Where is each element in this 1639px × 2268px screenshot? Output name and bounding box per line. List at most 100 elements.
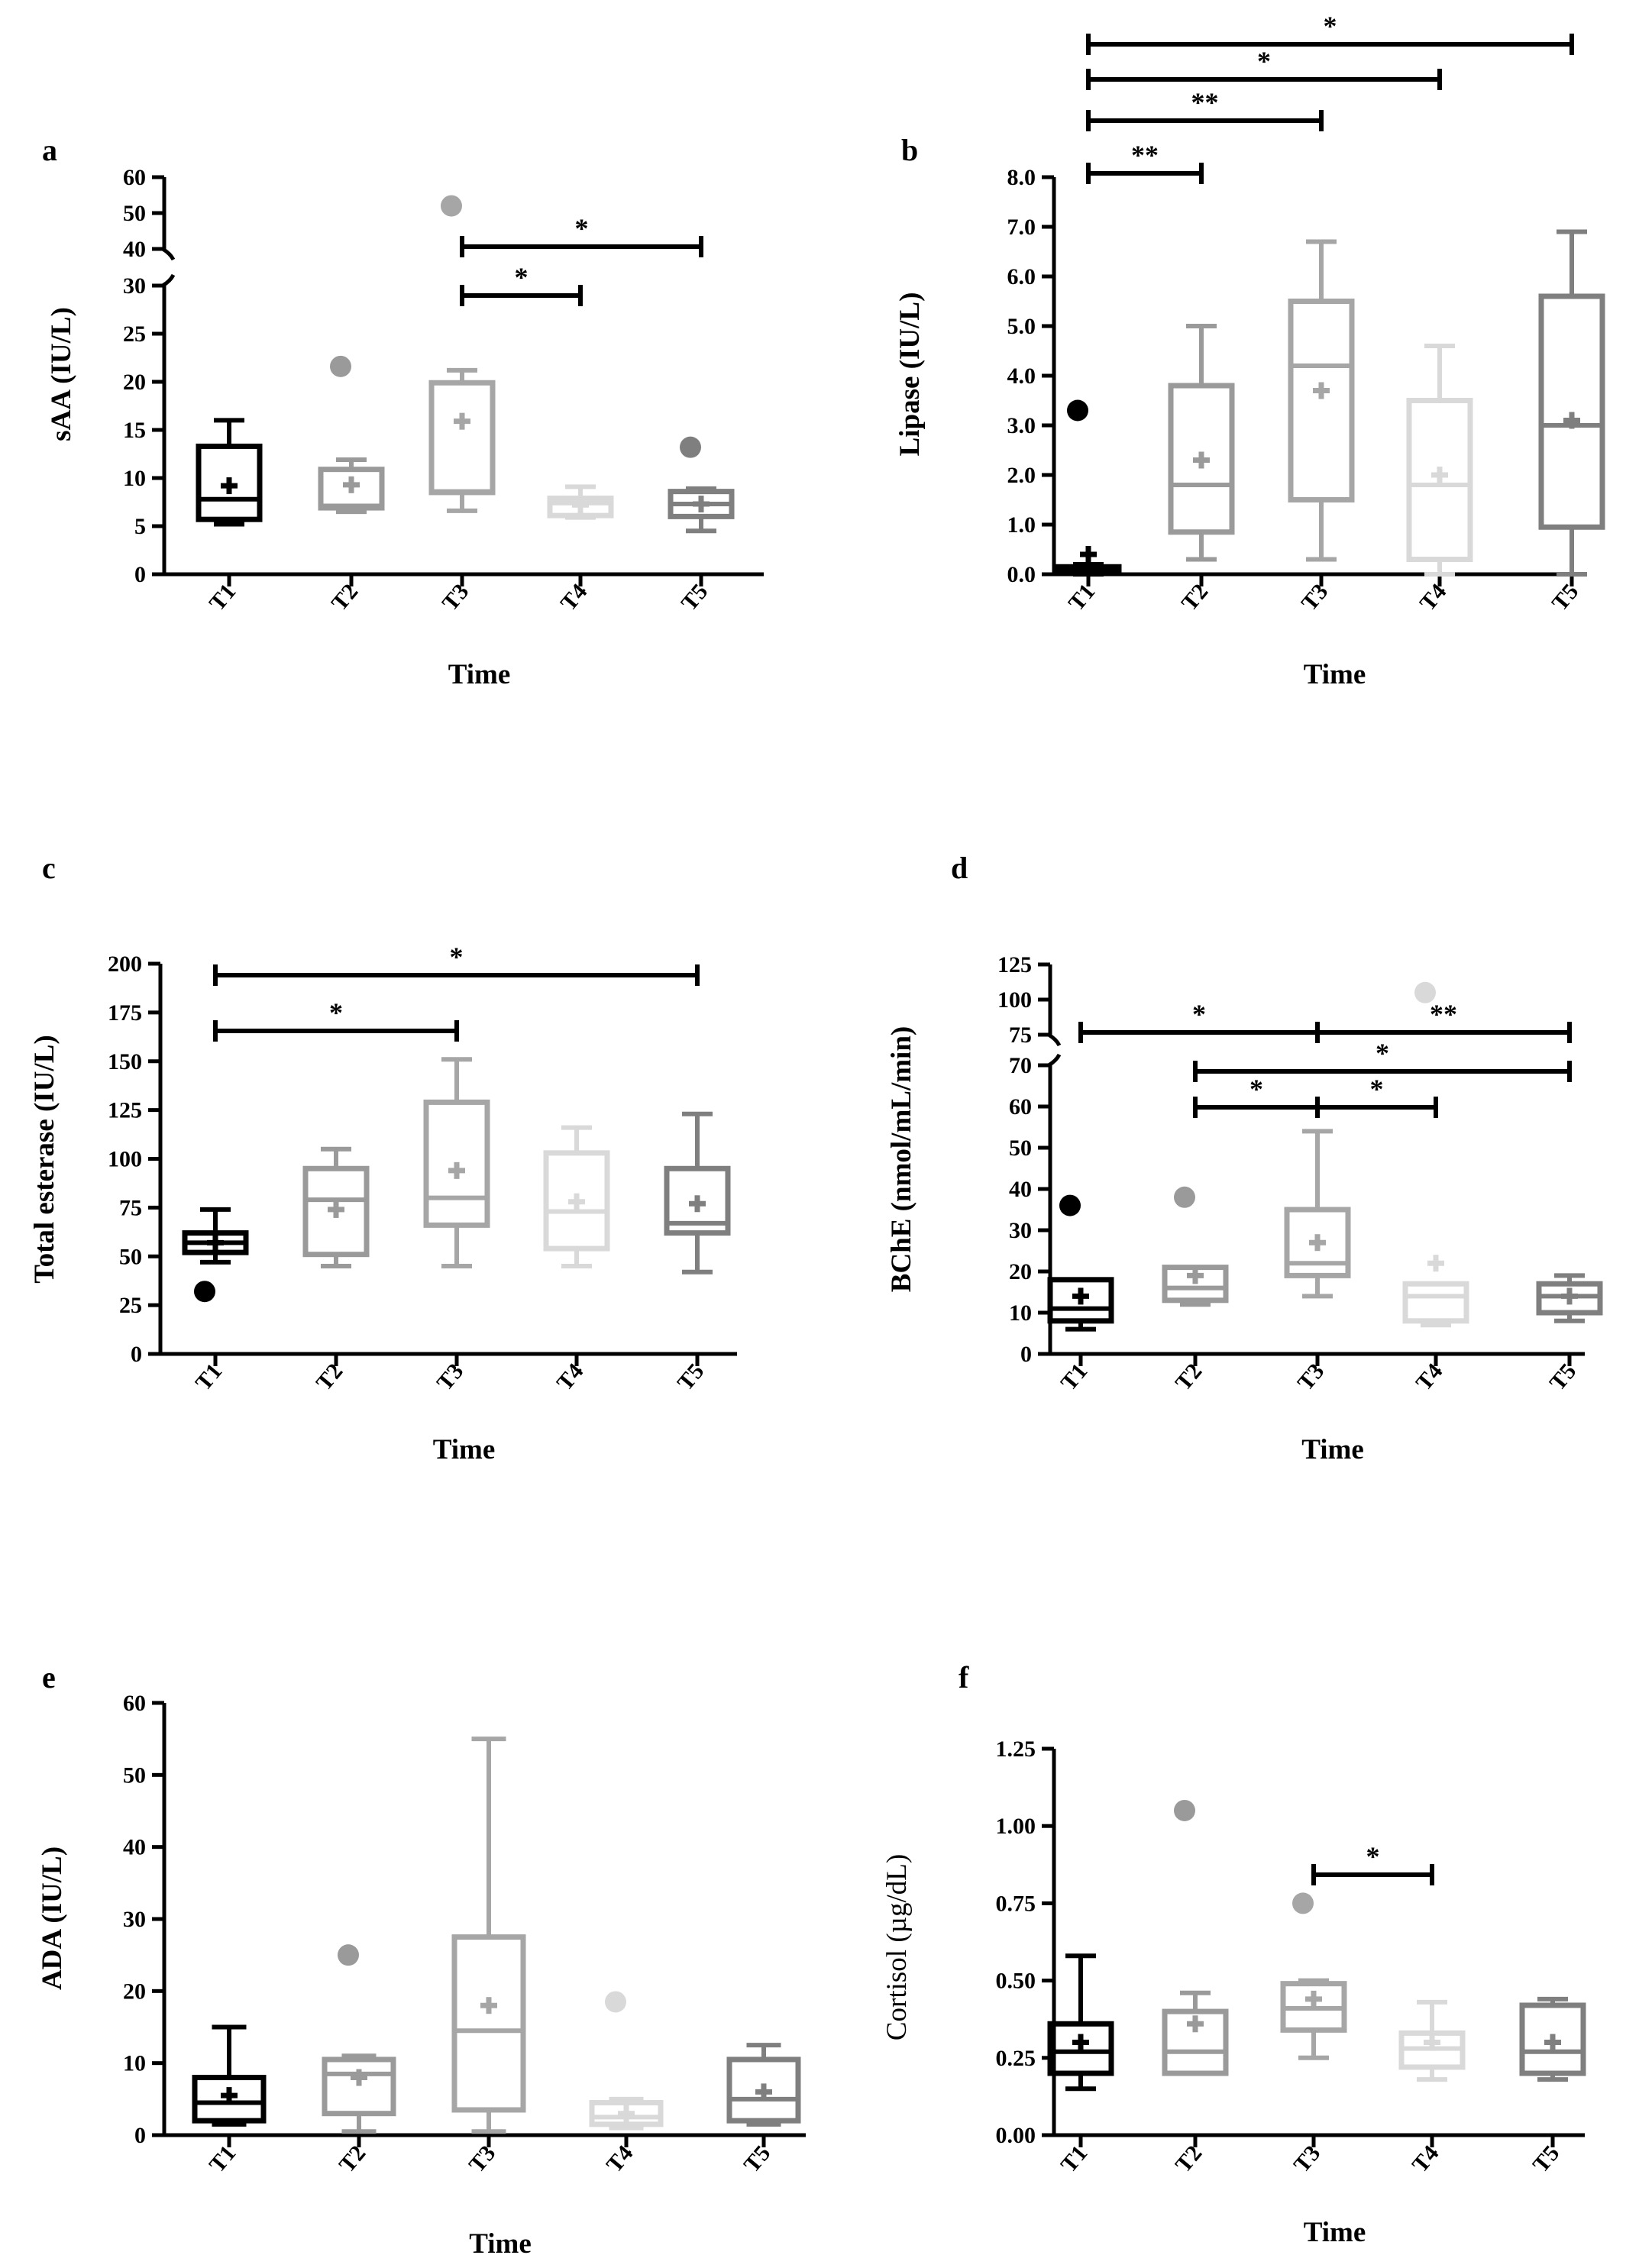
significance-label: *	[1376, 1038, 1389, 1068]
y-tick-label: 25	[119, 1293, 142, 1318]
x-tick-label: T5	[677, 579, 713, 615]
y-tick-label: 0	[134, 562, 146, 587]
axis-break-mark	[1047, 1032, 1062, 1047]
box-T5	[664, 1111, 731, 1275]
outlier-point	[194, 1281, 215, 1303]
x-axis-title: Time	[469, 2228, 532, 2260]
significance-label: *	[1192, 999, 1206, 1029]
axis-break-mark	[161, 247, 176, 261]
significance-bracket: **	[1086, 87, 1324, 131]
box-T1	[196, 418, 263, 527]
box-T4	[1406, 344, 1473, 577]
box-T3	[428, 195, 496, 513]
x-axis-title: Time	[1304, 659, 1366, 690]
x-tick-label: T1	[1056, 2140, 1093, 2177]
panel-e: e 0 10 20 30 40 50 60 T1 T2 T3 T4 T5 Time ADA (IU/L)	[37, 1660, 806, 2260]
box-T3	[1280, 1892, 1347, 2060]
y-axis-title: Cortisol (µg/dL)	[881, 1854, 913, 2040]
x-tick-label: T5	[1545, 1359, 1582, 1395]
x-tick-label: T4	[1411, 1359, 1448, 1395]
outlier-point	[1067, 399, 1088, 422]
x-tick-label: T5	[673, 1359, 710, 1395]
box-T4	[547, 484, 614, 520]
panel-letter: b	[901, 133, 918, 167]
y-tick-label: 50	[123, 1762, 146, 1788]
box-iqr	[589, 2100, 664, 2127]
y-tick-label: 60	[123, 1691, 146, 1716]
y-tick-label: 8.0	[1007, 165, 1036, 190]
axis-break-mark	[1047, 1053, 1062, 1068]
box-iqr	[1162, 2008, 1229, 2076]
significance-bracket: *	[1193, 1074, 1320, 1118]
significance-bracket: *	[1078, 999, 1320, 1043]
significance-label: *	[1324, 11, 1337, 41]
y-tick-label: 0.50	[996, 1969, 1036, 1994]
y-tick-label: 0	[131, 1342, 142, 1367]
x-axis-title: Time	[1304, 2217, 1366, 2248]
x-tick-label: T4	[552, 1359, 589, 1395]
y-tick-label: 20	[1009, 1259, 1032, 1284]
x-tick-label: T5	[1547, 579, 1584, 615]
box-T3	[1288, 239, 1355, 562]
x-axis-title: Time	[433, 1434, 496, 1465]
y-tick-label: 10	[123, 2051, 146, 2076]
box-T4	[1402, 981, 1469, 1328]
box-T4	[1398, 1999, 1466, 2082]
box-T5	[1519, 1996, 1586, 2082]
significance-label: *	[329, 997, 343, 1028]
box-iqr	[1047, 1277, 1114, 1324]
box-iqr	[543, 1150, 610, 1252]
x-tick-label: T2	[1171, 2140, 1207, 2177]
panel-letter: c	[42, 851, 56, 885]
significance-label: *	[450, 942, 464, 972]
box-iqr	[664, 1165, 731, 1236]
outlier-point	[1414, 981, 1436, 1003]
y-tick-label: 70	[1009, 1053, 1032, 1078]
box-iqr	[1519, 2002, 1586, 2076]
y-tick-label: 60	[123, 165, 146, 190]
x-tick-label: T4	[556, 579, 593, 615]
panel-letter: f	[959, 1660, 969, 1695]
y-tick-label: 50	[119, 1244, 142, 1269]
y-tick-label: 2.0	[1007, 463, 1036, 488]
y-tick-label: 50	[123, 201, 146, 226]
y-tick-label: 25	[123, 321, 146, 347]
box-T2	[1162, 1186, 1229, 1307]
outlier-point	[338, 1944, 359, 1966]
y-tick-label: 20	[123, 370, 146, 395]
x-axis-title: Time	[448, 659, 511, 690]
x-tick-label: T3	[1289, 2140, 1326, 2177]
significance-label: *	[515, 262, 529, 292]
panel-b: b 0.0 1.0 2.0 3.0 4.0 5.0 6.0 7.0 8.0 T1 T2 T3 T4 T5 Ti…	[894, 11, 1605, 690]
y-tick-label: 60	[1009, 1094, 1032, 1119]
y-tick-label: 30	[1009, 1218, 1032, 1243]
box-iqr	[196, 443, 263, 522]
y-tick-label: 125	[997, 952, 1032, 977]
y-tick-label: 0.75	[996, 1891, 1036, 1916]
box-T1	[192, 2024, 267, 2127]
y-tick-label: 100	[997, 987, 1032, 1013]
x-tick-label: T3	[432, 1359, 469, 1395]
y-tick-label: 0.00	[996, 2123, 1036, 2148]
y-axis-title: ADA (IU/L)	[37, 1846, 68, 1990]
x-tick-label: T3	[438, 579, 474, 615]
box-T2	[322, 1944, 396, 2134]
y-tick-label: 40	[123, 237, 146, 262]
y-tick-label: 175	[108, 1000, 142, 1026]
x-axis-title: Time	[1301, 1434, 1364, 1465]
box-T5	[1538, 229, 1605, 577]
significance-label: *	[575, 213, 589, 244]
box-T2	[1168, 324, 1235, 562]
y-tick-label: 30	[123, 273, 146, 299]
panel-letter: d	[951, 851, 968, 885]
y-tick-label: 75	[119, 1195, 142, 1220]
significance-bracket: *	[1193, 1038, 1572, 1082]
box-T2	[1162, 1799, 1229, 2076]
outlier-point	[680, 436, 701, 458]
y-tick-label: 0.0	[1007, 562, 1036, 587]
x-tick-label: T5	[739, 2140, 776, 2177]
box-T1	[182, 1207, 249, 1303]
significance-label: *	[1370, 1074, 1384, 1104]
panel-d: d 0 10 20 30 40 50 60 70 75 100 125 T1 T2 T3 T4 T5 Time BC…	[886, 851, 1603, 1465]
outlier-point	[605, 1991, 626, 2013]
